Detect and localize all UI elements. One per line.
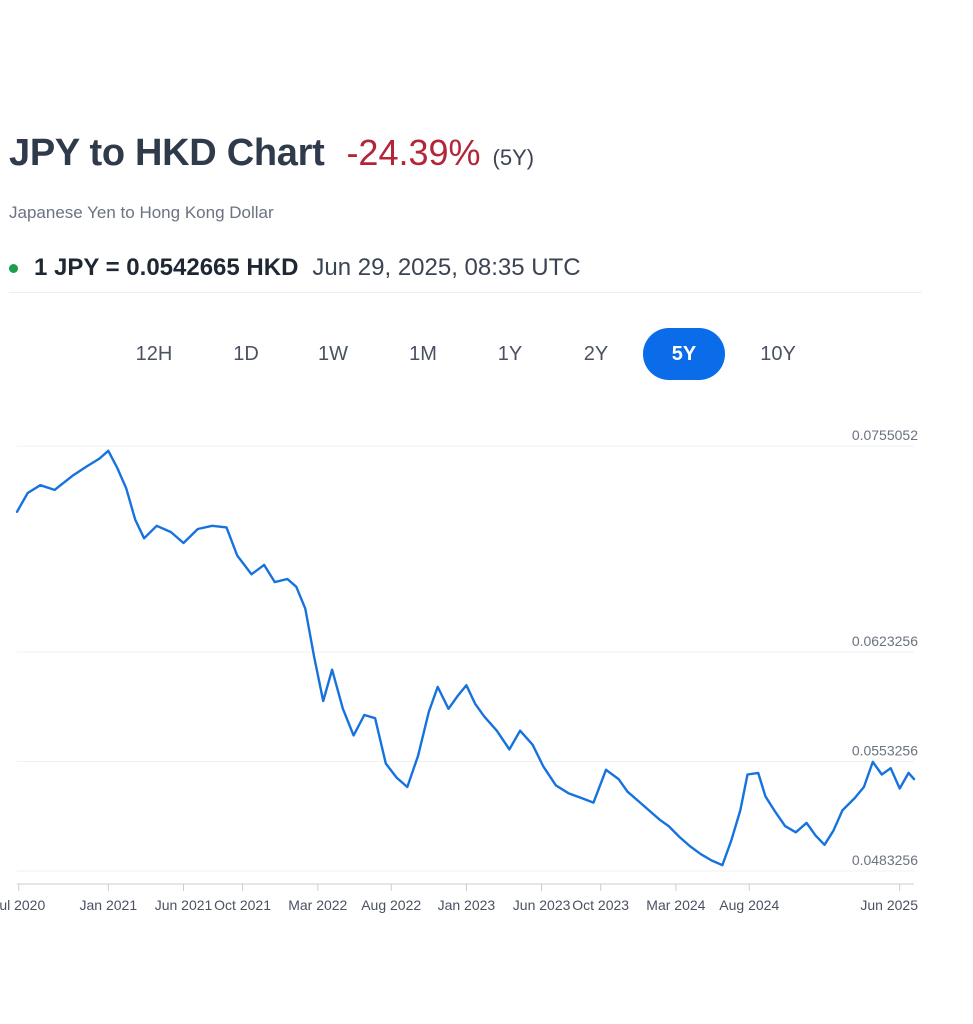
page-title: JPY to HKD Chart [9,132,325,174]
subtitle: Japanese Yen to Hong Kong Dollar [9,203,274,222]
grid-layer [17,445,914,872]
x-tick-label: Mar 2024 [646,897,705,913]
y-tick-label: 0.0553256 [852,743,918,759]
y-tick-label: 0.0755052 [852,427,918,443]
x-tick-label: Jan 2023 [438,897,496,913]
x-tick-label: Jan 2021 [80,897,138,913]
exchange-rate: 1 JPY = 0.0542665 HKD [34,254,299,281]
x-tick-label: Aug 2022 [361,897,421,913]
period-tab-1y[interactable]: 1Y [497,343,523,365]
x-tick-label: Jun 2021 [155,897,213,913]
y-tick-label: 0.0623256 [852,633,918,649]
rate-timestamp: Jun 29, 2025, 08:35 UTC [312,254,581,281]
period-tab-2y[interactable]: 2Y [583,343,609,365]
y-axis: 0.0755052 0.0623256 0.0553256 0.0483256 [852,427,918,868]
x-tick-label: Mar 2022 [288,897,347,913]
period-selector: 12H 1D 1W 1M 1Y 2Y 5Y 10Y [0,328,973,380]
x-tick-label: Jun 2023 [513,897,571,913]
line-layer [15,449,916,867]
series-line [15,449,916,867]
change-percent: -24.39% [346,132,481,173]
y-tick-label: 0.0483256 [852,852,918,868]
period-tab-10y[interactable]: 10Y [760,343,796,365]
period-tab-12h[interactable]: 12H [135,343,173,365]
x-tick-label: Oct 2021 [214,897,271,913]
x-tick-label: Oct 2023 [572,897,629,913]
period-tab-1w[interactable]: 1W [318,343,348,365]
period-tab-1m[interactable]: 1M [409,343,437,365]
divider [9,292,922,293]
period-tab-1d[interactable]: 1D [233,343,259,365]
x-tick-label: Aug 2024 [719,897,779,913]
title-row: JPY to HKD Chart -24.39% (5Y) [9,132,534,175]
x-tick-label: Jul 2020 [0,897,45,913]
change-period: (5Y) [492,145,535,170]
rate-row: 1 JPY = 0.0542665 HKD Jun 29, 2025, 08:3… [9,254,581,282]
live-dot-icon [9,263,18,273]
x-tick-label: Jun 2025 [860,897,918,913]
period-tab-5y[interactable]: 5Y [643,328,725,380]
